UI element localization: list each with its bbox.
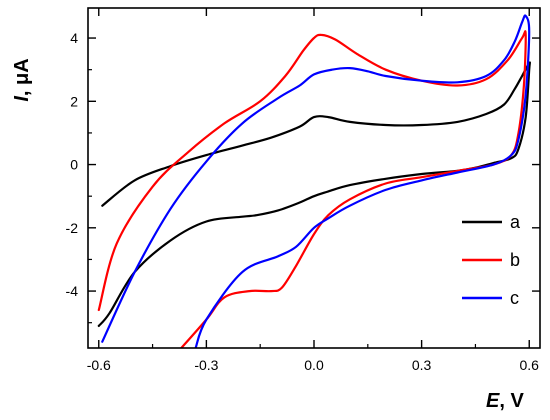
x-axis-unit: , V <box>499 390 524 412</box>
x-tick-label: 0.3 <box>412 357 432 373</box>
x-tick-label: -0.6 <box>87 357 111 373</box>
y-axis-label: I, μA <box>11 58 33 101</box>
y-tick-label: 0 <box>70 157 78 173</box>
series-line-c <box>101 14 531 348</box>
y-tick-label: -4 <box>66 283 79 299</box>
series-line-a <box>97 61 531 327</box>
y-axis-symbol: I <box>11 96 33 102</box>
legend-label-b: b <box>510 250 520 270</box>
y-tick-label: -2 <box>66 220 79 236</box>
x-axis-symbol: E <box>486 390 500 412</box>
ticks-group: -0.6 -0.3 0.0 0.3 0.6 -4 -2 0 2 4 <box>66 8 540 373</box>
y-tick-label: 2 <box>70 93 78 109</box>
series-line-b <box>97 30 527 348</box>
legend-label-c: c <box>510 288 519 308</box>
x-tick-label: 0.6 <box>520 357 540 373</box>
legend: abc <box>462 212 521 308</box>
y-tick-label: 4 <box>70 30 78 46</box>
x-tick-label: 0.0 <box>304 357 324 373</box>
y-axis-unit: , μA <box>11 58 33 96</box>
x-tick-label: -0.3 <box>194 357 218 373</box>
x-axis-label: E, V <box>486 390 524 412</box>
plot-area <box>97 14 531 348</box>
legend-label-a: a <box>510 212 521 232</box>
